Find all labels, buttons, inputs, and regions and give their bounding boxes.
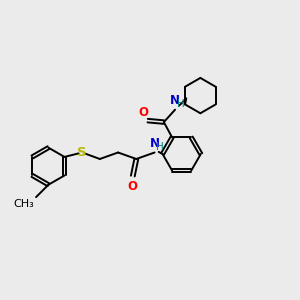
Text: CH₃: CH₃	[13, 199, 34, 208]
Text: H: H	[177, 99, 185, 109]
Text: O: O	[127, 180, 137, 193]
Text: H: H	[156, 142, 164, 152]
Text: S: S	[77, 146, 86, 159]
Text: O: O	[139, 106, 149, 119]
Text: N: N	[150, 137, 160, 150]
Text: N: N	[170, 94, 180, 107]
